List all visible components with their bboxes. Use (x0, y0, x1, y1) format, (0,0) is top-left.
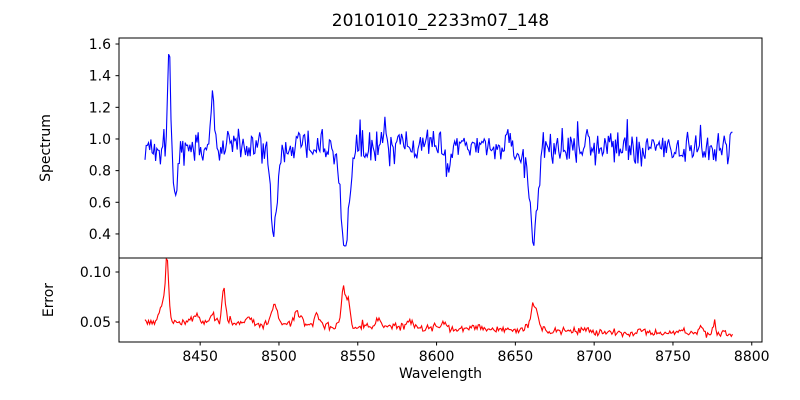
error-line (144, 258, 733, 339)
spectrum-ytick-label: 1.2 (89, 100, 111, 116)
spectrum-ytick-label: 1.0 (89, 132, 111, 148)
x-tick-label: 8500 (261, 349, 297, 365)
error-ytick-label: 0.10 (80, 265, 111, 281)
spectrum-ytick-label: 0.6 (89, 195, 111, 211)
x-tick-label: 8800 (734, 349, 770, 365)
error-panel-border (118, 257, 763, 343)
x-tick-label: 8600 (419, 349, 455, 365)
error-ytick-label: 0.05 (80, 315, 111, 331)
x-tick-label: 8700 (576, 349, 612, 365)
x-axis-label: Wavelength (398, 366, 483, 382)
spectrum-ytick-label: 1.6 (89, 37, 111, 53)
spectrum-ytick-label: 0.8 (89, 164, 111, 180)
x-tick-label: 8450 (182, 349, 218, 365)
x-tick-label: 8750 (655, 349, 691, 365)
spectrum-line (144, 53, 733, 247)
spectrum-ytick-label: 0.4 (89, 227, 111, 243)
x-tick-label: 8650 (498, 349, 534, 365)
spectrum-ytick-label: 1.4 (89, 69, 111, 85)
chart-title: 20101010_2233m07_148 (331, 11, 550, 31)
x-tick-label: 8550 (340, 349, 376, 365)
